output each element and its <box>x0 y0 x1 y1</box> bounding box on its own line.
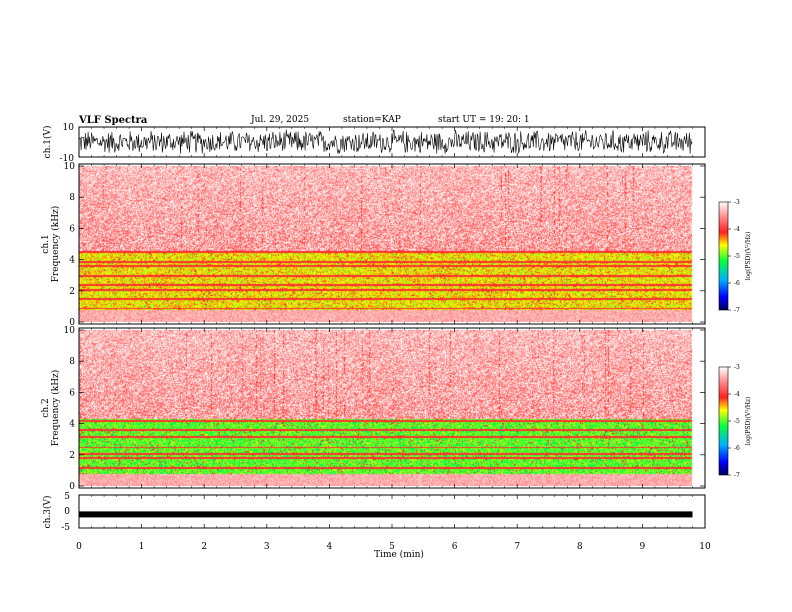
colorbar-tick-label: -4 <box>734 226 740 233</box>
x-tick-label: 8 <box>577 542 583 552</box>
colorbar-tick-label: -6 <box>734 280 740 287</box>
ch2-colorbar-label: log(PSD)(V²/Hz) <box>745 397 752 446</box>
ch1-colorbar-label: log(PSD)(V²/Hz) <box>745 232 752 281</box>
station-label: station=KAP <box>343 115 401 125</box>
x-axis-label: Time (min) <box>374 549 424 560</box>
ch3-ytick-bottom: -5 <box>61 523 70 533</box>
x-tick-label: 6 <box>452 542 458 552</box>
y-tick-label: 8 <box>69 357 75 367</box>
y-tick-label: 0 <box>69 318 75 328</box>
x-tick-label: 3 <box>264 542 270 552</box>
y-tick-label: 4 <box>69 256 75 266</box>
start-time-label: start UT = 19: 20: 1 <box>438 115 530 125</box>
colorbar-tick-label: -5 <box>734 418 740 425</box>
y-tick-label: 8 <box>69 193 75 203</box>
figure-title: VLF Spectra <box>78 115 148 126</box>
ch1-ytick-bottom: -10 <box>60 154 75 164</box>
x-axis: 0 1 2 3 4 5 6 7 8 9 10 <box>76 127 711 552</box>
x-tick-label: 5 <box>389 542 395 552</box>
ch2-colorbar-scale <box>718 366 729 476</box>
ch3-waveform-trace <box>79 511 693 518</box>
ch1-colorbar-scale <box>718 201 729 311</box>
date-label: Jul. 29, 2025 <box>250 115 309 125</box>
colorbar-tick-label: -3 <box>734 199 740 206</box>
ch2-spectrogram-image <box>79 330 705 486</box>
y-tick-label: 10 <box>64 162 76 172</box>
ch2-spec-ylabel-freq: Frequency (kHz) <box>50 370 61 447</box>
ch1-waveform-trace <box>78 129 693 155</box>
colorbar-tick-label: -7 <box>734 472 740 479</box>
ch1-waveform-ylabel: ch.1(V) <box>42 126 53 159</box>
x-tick-label: 9 <box>640 542 646 552</box>
ch3-ytick-mid: 0 <box>64 507 70 517</box>
colorbar-tick-label: -6 <box>734 445 740 452</box>
y-tick-label: 2 <box>69 451 75 461</box>
y-tick-label: 4 <box>69 420 75 430</box>
ch3-waveform-ylabel: ch.3(V) <box>42 496 53 529</box>
y-tick-label: 2 <box>69 287 75 297</box>
colorbar-tick-label: -5 <box>734 253 740 260</box>
y-tick-label: 10 <box>64 326 76 336</box>
x-tick-label: 1 <box>139 542 145 552</box>
colorbar-tick-label: -3 <box>734 364 740 371</box>
ch1-spec-ylabel-channel: ch.1 <box>41 234 51 253</box>
y-tick-label: 0 <box>69 482 75 492</box>
y-tick-label: 6 <box>69 388 75 398</box>
colorbar-tick-label: -7 <box>734 307 740 314</box>
ch1-spec-ylabel-freq: Frequency (kHz) <box>50 206 61 283</box>
x-tick-label: 2 <box>201 542 207 552</box>
x-tick-label: 7 <box>514 542 520 552</box>
ch1-spectrogram-panel: ch.1 Frequency (kHz) 0 2 4 6 8 10 <box>41 162 706 328</box>
x-tick-label: 0 <box>76 542 82 552</box>
ch2-spectrogram-panel: ch.2 Frequency (kHz) 0 2 4 6 8 10 <box>41 326 706 492</box>
ch1-spectrogram-image <box>79 166 705 322</box>
y-tick-label: 6 <box>69 224 75 234</box>
ch2-spec-ylabel-channel: ch.2 <box>41 398 51 417</box>
x-tick-label: 4 <box>327 542 333 552</box>
x-tick-label: 10 <box>699 542 711 552</box>
ch2-colorbar: log(PSD)(V²/Hz) -3 -4 -5 -6 -7 <box>718 364 752 479</box>
ch1-ytick-top: 10 <box>63 123 75 133</box>
ch1-colorbar: log(PSD)(V²/Hz) -3 -4 -5 -6 -7 <box>718 199 752 314</box>
ch3-ytick-top: 5 <box>64 492 70 502</box>
colorbar-tick-label: -4 <box>734 391 740 398</box>
